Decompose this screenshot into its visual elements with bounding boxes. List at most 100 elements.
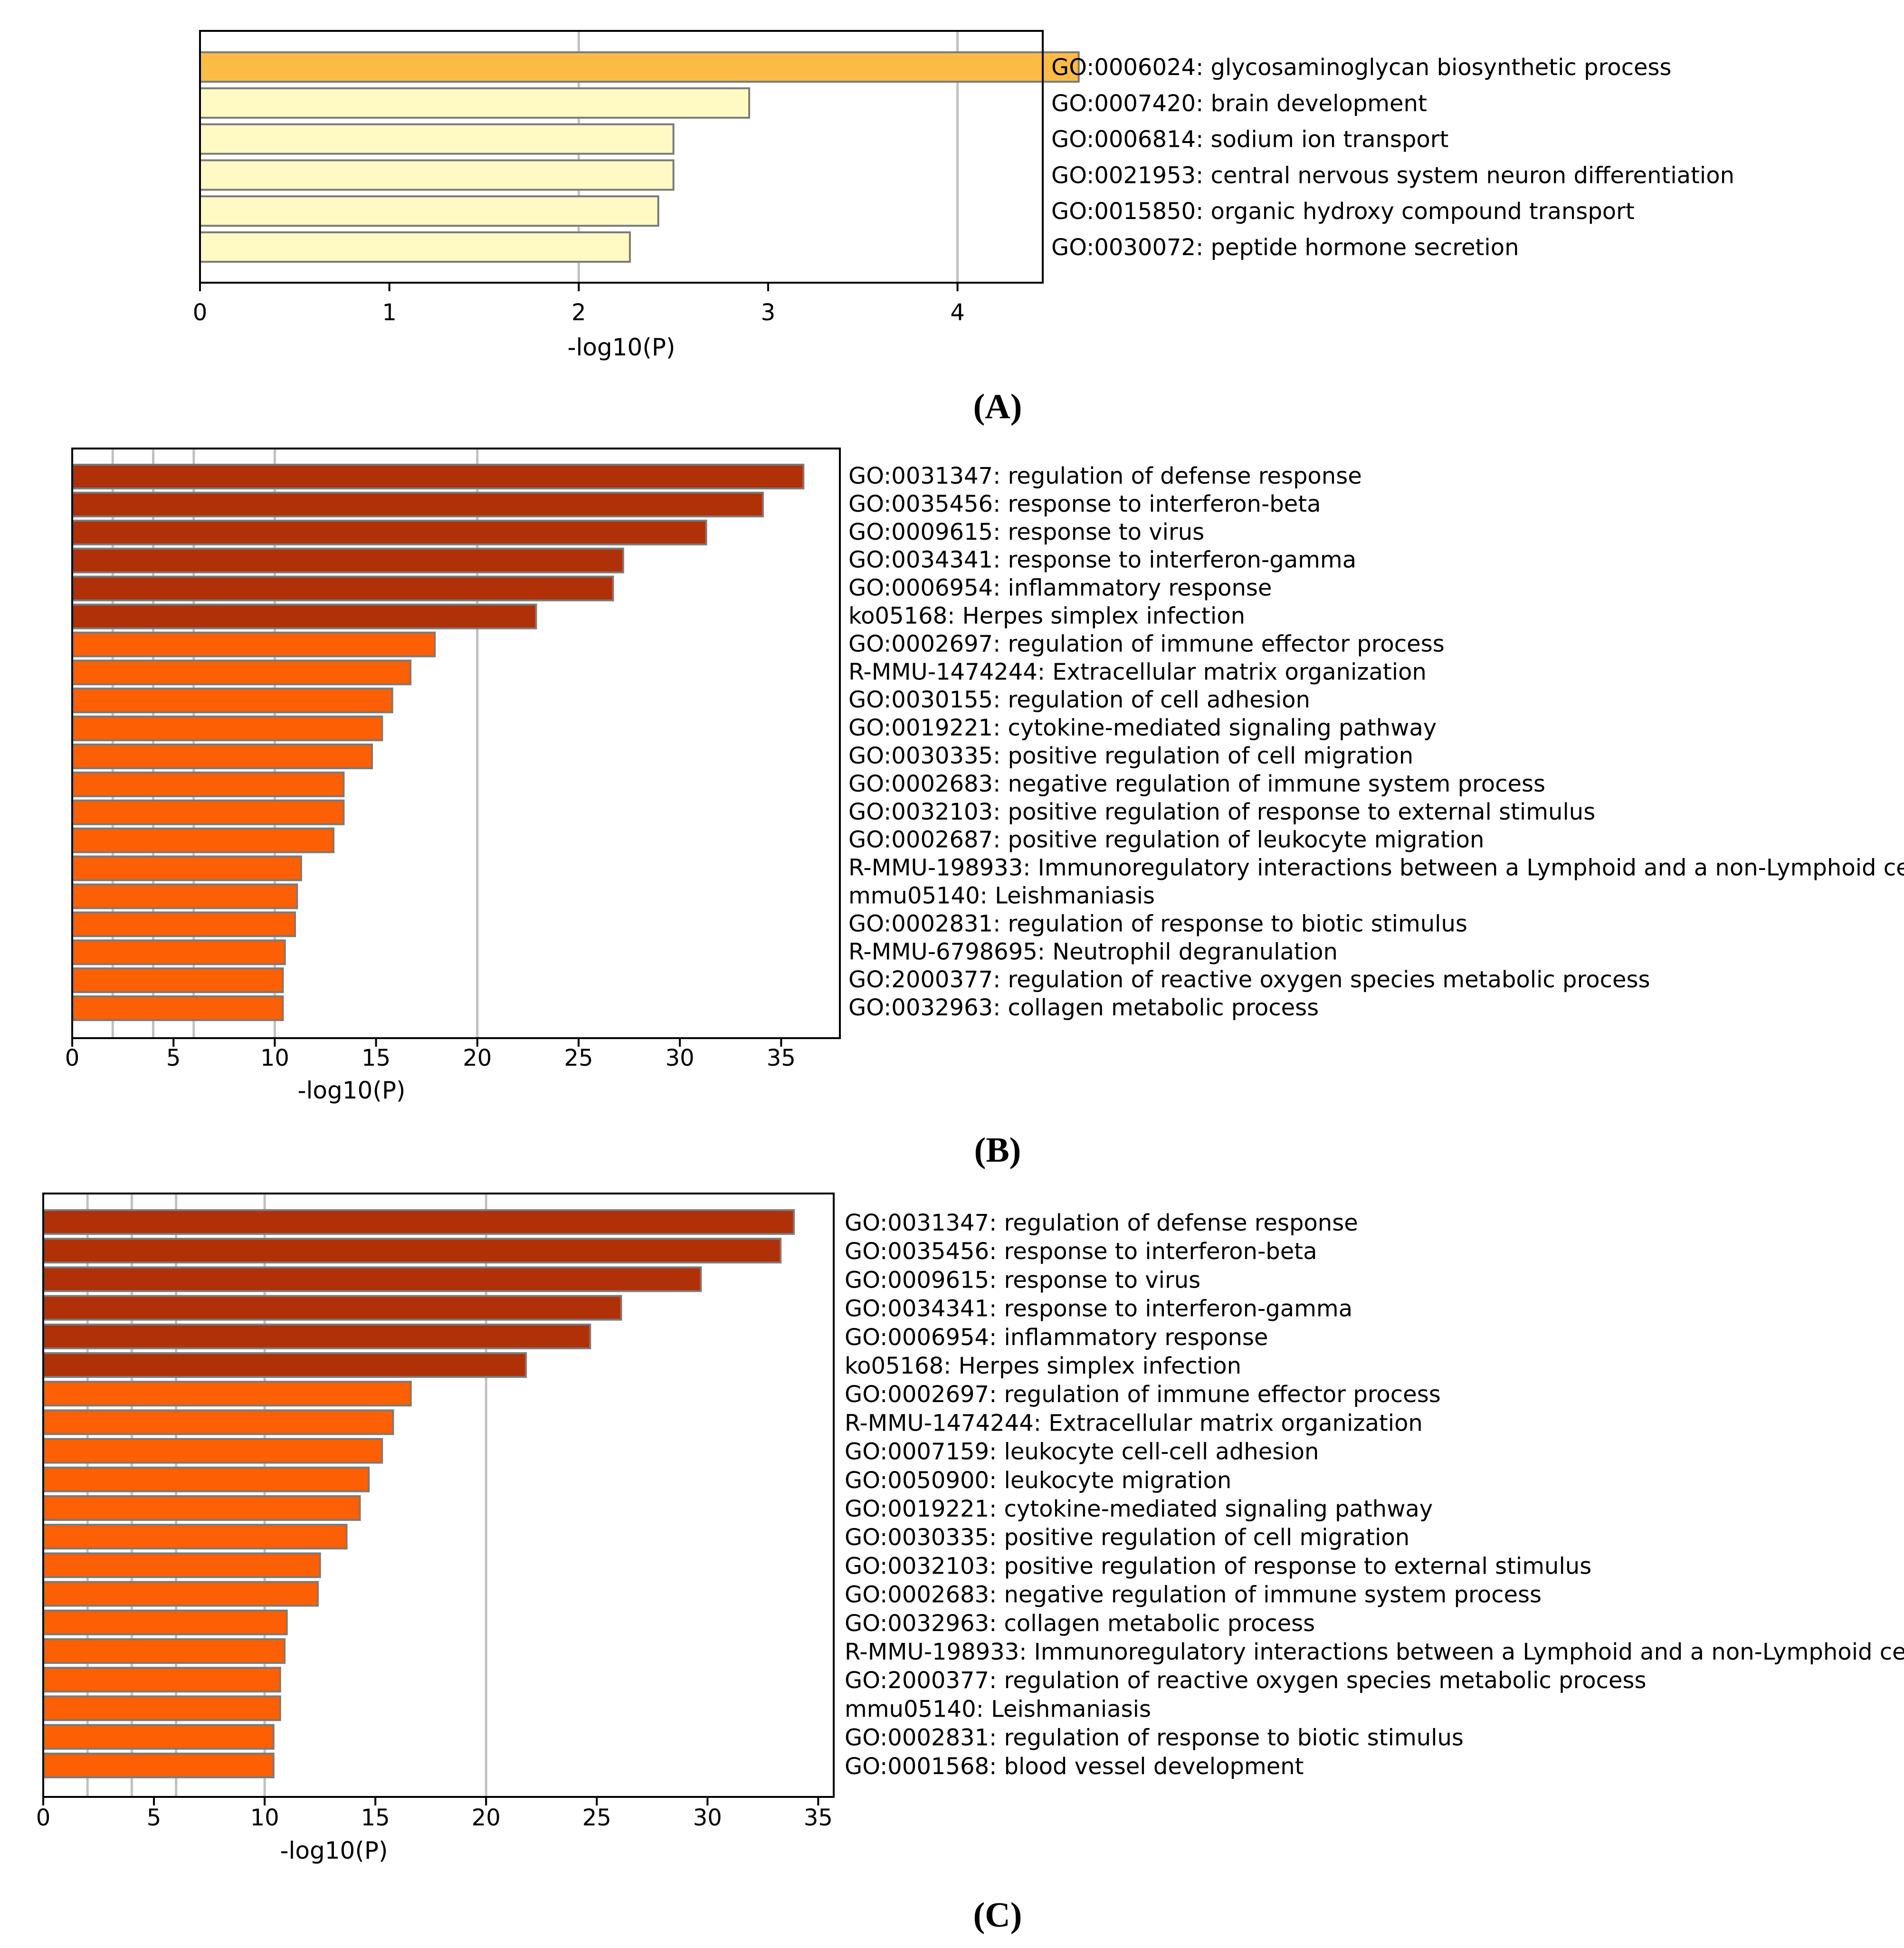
bar — [71, 855, 302, 881]
panel-c-chart: 0 5 10 15 20 25 30 35 -log10(P) GO:0031347: regul… — [36, 1193, 1904, 1935]
term-label: GO:0034341: response to interferon-gamma — [848, 547, 1356, 573]
term-label: GO:0009615: response to virus — [845, 1267, 1200, 1293]
bar — [42, 1552, 321, 1578]
bar — [71, 716, 383, 742]
term-label: GO:0002831: regulation of response to bi… — [845, 1725, 1464, 1751]
x-tick-label: 25 — [582, 1805, 611, 1831]
bar — [42, 1752, 275, 1778]
x-tick-label: 10 — [250, 1805, 279, 1831]
bar — [42, 1695, 281, 1721]
panel-caption: (C) — [973, 1896, 1022, 1935]
term-label: GO:0007420: brain development — [1051, 90, 1427, 117]
plot-frame — [71, 448, 841, 1039]
bar — [42, 1667, 281, 1693]
bar — [42, 1352, 527, 1378]
term-label: GO:0002831: regulation of response to bi… — [848, 910, 1467, 937]
x-axis-label: -log10(P) — [280, 1837, 388, 1864]
bar — [42, 1495, 361, 1521]
bar — [199, 123, 675, 155]
bar — [42, 1238, 782, 1264]
bar — [199, 231, 631, 263]
x-tick-label: 2 — [571, 299, 586, 326]
bar — [71, 603, 537, 630]
term-label: GO:0002683: negative regulation of immun… — [845, 1582, 1542, 1608]
term-label: GO:2000377: regulation of reactive oxyge… — [845, 1667, 1647, 1694]
x-tick-label: 1 — [382, 299, 397, 326]
term-label: ko05168: Herpes simplex infection — [845, 1353, 1241, 1379]
x-tick-label: 20 — [463, 1045, 492, 1071]
x-tick-label: 5 — [166, 1045, 181, 1071]
panel-caption: (A) — [973, 387, 1022, 426]
bar — [199, 159, 675, 191]
bar — [42, 1381, 412, 1407]
term-label: GO:0007159: leukocyte cell-cell adhesion — [845, 1439, 1319, 1465]
term-label: GO:0032963: collagen metabolic process — [845, 1610, 1315, 1637]
term-label: GO:0031347: regulation of defense respon… — [845, 1210, 1358, 1236]
bar — [199, 195, 659, 227]
bar — [71, 911, 296, 937]
bar — [42, 1409, 394, 1435]
term-label: mmu05140: Leishmaniasis — [848, 883, 1155, 909]
term-label: GO:0030335: positive regulation of cell … — [845, 1524, 1409, 1551]
bar — [42, 1295, 622, 1321]
x-tick-label: 4 — [950, 299, 965, 326]
term-label: GO:2000377: regulation of reactive oxyge… — [848, 966, 1650, 993]
bar — [71, 967, 284, 993]
x-tick-label: 25 — [564, 1045, 593, 1071]
bar — [71, 799, 345, 825]
term-label: GO:0030335: positive regulation of cell … — [848, 743, 1413, 769]
bar — [42, 1466, 370, 1492]
term-label: GO:0002697: regulation of immune effecto… — [848, 630, 1445, 657]
x-tick-label: 30 — [693, 1805, 722, 1831]
panel-a-chart: 0 1 2 3 4 -log10(P) GO:0006024: glycosaminogly… — [193, 30, 1734, 426]
x-tick-label: 20 — [472, 1805, 501, 1831]
bar — [71, 883, 298, 909]
bar — [71, 464, 805, 489]
term-label: GO:0030072: peptide hormone secretion — [1051, 234, 1519, 261]
bar — [42, 1581, 319, 1607]
bar — [71, 575, 614, 602]
term-label: GO:0019221: cytokine-mediated signaling … — [845, 1496, 1433, 1522]
term-label: R-MMU-1474244: Extracellular matrix orga… — [848, 659, 1427, 685]
x-tick-label: 15 — [361, 1805, 390, 1831]
bar — [71, 744, 373, 769]
bar — [199, 51, 1080, 83]
term-label: GO:0030155: regulation of cell adhesion — [848, 687, 1310, 713]
term-label: GO:0032103: positive regulation of respo… — [848, 799, 1595, 825]
bar — [42, 1266, 702, 1292]
term-label: R-MMU-1474244: Extracellular matrix orga… — [845, 1410, 1423, 1436]
term-label: GO:0019221: cytokine-mediated signaling … — [848, 715, 1437, 741]
x-tick-label: 35 — [804, 1805, 833, 1831]
term-label: GO:0031347: regulation of defense respon… — [848, 463, 1362, 489]
term-label: GO:0032103: positive regulation of respo… — [845, 1553, 1591, 1579]
term-label: GO:0002687: positive regulation of leuko… — [848, 827, 1484, 853]
term-label: R-MMU-198933: Immunoregulatory interacti… — [848, 855, 1904, 881]
bar — [71, 771, 345, 797]
bar — [71, 939, 286, 965]
x-tick-label: 0 — [36, 1805, 51, 1831]
x-axis-label: -log10(P) — [567, 334, 675, 361]
term-label: R-MMU-198933: Immunoregulatory interacti… — [845, 1639, 1904, 1665]
term-label: GO:0032963: collagen metabolic process — [848, 994, 1319, 1021]
term-label: GO:0006954: inflammatory response — [848, 575, 1272, 602]
bar — [71, 547, 624, 573]
term-label: R-MMU-6798695: Neutrophil degranulation — [848, 938, 1338, 965]
x-tick-label: 30 — [666, 1045, 695, 1071]
x-tick-label: 3 — [761, 299, 776, 326]
x-tick-label: 0 — [193, 299, 208, 326]
x-tick-label: 35 — [767, 1045, 796, 1071]
term-label: GO:0035456: response to interferon-beta — [845, 1238, 1317, 1265]
term-label: GO:0001568: blood vessel development — [845, 1753, 1304, 1780]
bar — [71, 491, 764, 517]
term-label: GO:0050900: leukocyte migration — [845, 1467, 1231, 1494]
bar — [42, 1524, 348, 1550]
bar — [42, 1323, 591, 1349]
panel-b-chart: 0 5 10 15 20 25 30 35 -log10(P) GO:0031347: regul… — [65, 448, 1904, 1170]
x-axis-label: -log10(P) — [297, 1077, 405, 1104]
term-label: GO:0002683: negative regulation of immun… — [848, 771, 1545, 797]
bar — [42, 1438, 383, 1464]
term-label: GO:0015850: organic hydroxy compound tra… — [1051, 198, 1635, 225]
x-tick-label: 15 — [362, 1045, 390, 1071]
bar — [71, 631, 436, 658]
